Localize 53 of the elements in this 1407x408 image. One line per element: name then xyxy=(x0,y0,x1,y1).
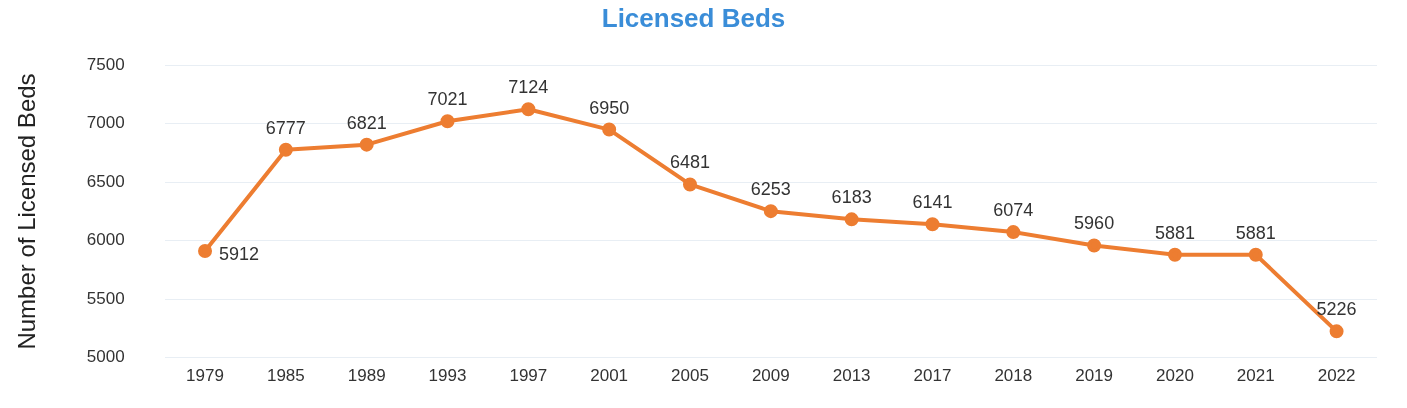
data-label: 5881 xyxy=(1235,222,1276,243)
data-label: 6141 xyxy=(912,192,953,213)
data-label: 6777 xyxy=(265,117,306,138)
x-tick-label: 2013 xyxy=(832,365,871,385)
data-label: 6950 xyxy=(589,97,630,118)
x-tick-label: 2021 xyxy=(1236,365,1275,385)
point xyxy=(278,142,293,157)
x-tick-label: 2009 xyxy=(751,365,790,385)
y-axis-title: Number of Licensed Beds xyxy=(13,73,41,350)
x-tick-label: 2019 xyxy=(1075,365,1114,385)
point xyxy=(1087,238,1102,253)
point xyxy=(1248,247,1263,262)
x-tick-label: 1993 xyxy=(428,365,467,385)
x-tick-label: 1979 xyxy=(186,365,224,385)
point xyxy=(763,204,778,219)
point xyxy=(521,102,536,117)
x-tick-label: 2020 xyxy=(1156,365,1194,385)
point xyxy=(198,244,213,259)
data-label: 5960 xyxy=(1074,213,1115,234)
point xyxy=(602,122,617,137)
point xyxy=(440,114,455,129)
y-tick-label: 7500 xyxy=(86,54,125,74)
data-label: 7021 xyxy=(427,89,468,110)
data-label: 6183 xyxy=(831,187,872,208)
data-label: 7124 xyxy=(508,77,549,98)
point xyxy=(925,217,940,232)
x-tick-label: 1985 xyxy=(266,365,305,385)
point xyxy=(844,212,859,227)
data-label: 5912 xyxy=(219,244,260,265)
x-tick-label: 1989 xyxy=(347,365,386,385)
data-label: 5881 xyxy=(1154,222,1195,243)
y-tick-label: 5500 xyxy=(86,288,125,308)
data-label: 6481 xyxy=(669,152,711,173)
x-tick-label: 2005 xyxy=(671,365,709,385)
point xyxy=(359,137,374,152)
y-tick-label: 6000 xyxy=(86,230,125,250)
point xyxy=(682,177,697,192)
y-tick-label: 7000 xyxy=(86,113,125,133)
data-label: 6253 xyxy=(750,179,791,200)
x-tick-label: 2001 xyxy=(590,365,629,385)
x-tick-label: 2022 xyxy=(1317,365,1356,385)
x-tick-label: 1997 xyxy=(509,365,548,385)
point xyxy=(1006,225,1021,240)
x-tick-label: 2017 xyxy=(913,365,952,385)
y-tick-label: 5000 xyxy=(86,347,125,367)
data-label: 5226 xyxy=(1316,299,1357,320)
point xyxy=(1167,247,1182,262)
chart-title: Licensed Beds xyxy=(601,2,786,33)
data-label: 6074 xyxy=(993,200,1034,221)
data-label: 6821 xyxy=(346,112,387,133)
y-tick-label: 6500 xyxy=(86,171,125,191)
point xyxy=(1329,324,1344,339)
x-tick-label: 2018 xyxy=(994,365,1033,385)
